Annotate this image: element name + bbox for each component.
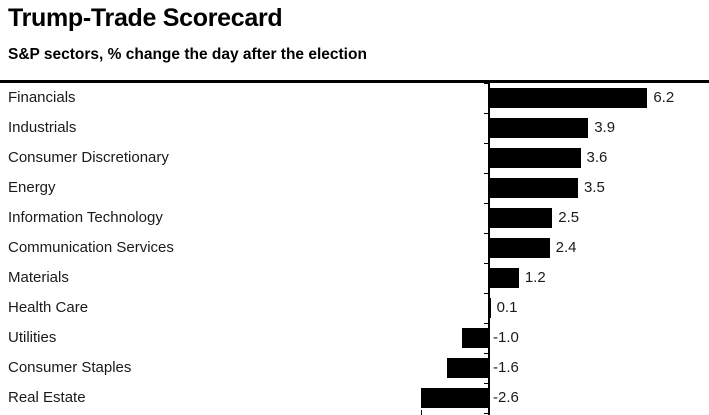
chart-subtitle: S&P sectors, % change the day after the …	[8, 46, 367, 63]
axis-tick	[484, 323, 488, 324]
axis-tick	[484, 353, 488, 354]
category-label: Materials	[8, 269, 69, 286]
category-label: Industrials	[8, 119, 77, 136]
category-label: Health Care	[8, 299, 89, 316]
bar	[488, 88, 648, 108]
axis-tick	[484, 143, 488, 144]
bar	[488, 118, 589, 138]
value-label: 3.6	[586, 149, 608, 166]
category-label: Communication Services	[8, 239, 174, 256]
value-label: 2.5	[558, 209, 580, 226]
value-label: -1.0	[493, 329, 519, 346]
axis-tick	[484, 173, 488, 174]
value-label: 3.5	[583, 179, 605, 196]
axis-tick	[484, 293, 488, 294]
axis-tick	[484, 263, 488, 264]
value-label: -2.6	[493, 389, 519, 406]
category-label: Consumer Discretionary	[8, 149, 169, 166]
bar	[488, 148, 581, 168]
category-label: Utilities	[8, 329, 57, 346]
category-label: Consumer Staples	[8, 359, 132, 376]
value-label: 3.9	[594, 119, 616, 136]
bar	[446, 358, 488, 378]
axis-tick	[484, 383, 488, 384]
value-label: 2.4	[555, 239, 577, 256]
category-label: Energy	[8, 179, 56, 196]
bar	[488, 178, 578, 198]
value-label: 6.2	[653, 89, 675, 106]
zero-baseline-axis	[488, 83, 490, 415]
bar	[488, 238, 550, 258]
bar	[488, 208, 553, 228]
bar	[462, 328, 488, 348]
category-label: Financials	[8, 89, 76, 106]
axis-tick	[484, 413, 488, 414]
axis-tick	[484, 233, 488, 234]
value-label: -1.6	[493, 359, 519, 376]
category-label: Real Estate	[8, 389, 86, 406]
bar	[488, 268, 519, 288]
value-label: 0.1	[496, 299, 518, 316]
bottom-axis-tick	[421, 410, 422, 415]
axis-tick	[484, 83, 488, 84]
category-label: Information Technology	[8, 209, 163, 226]
header-divider-rule	[0, 80, 709, 83]
axis-tick	[484, 203, 488, 204]
chart-title: Trump-Trade Scorecard	[8, 4, 283, 32]
value-label: 1.2	[524, 269, 546, 286]
axis-tick	[484, 113, 488, 114]
bar	[421, 388, 488, 408]
